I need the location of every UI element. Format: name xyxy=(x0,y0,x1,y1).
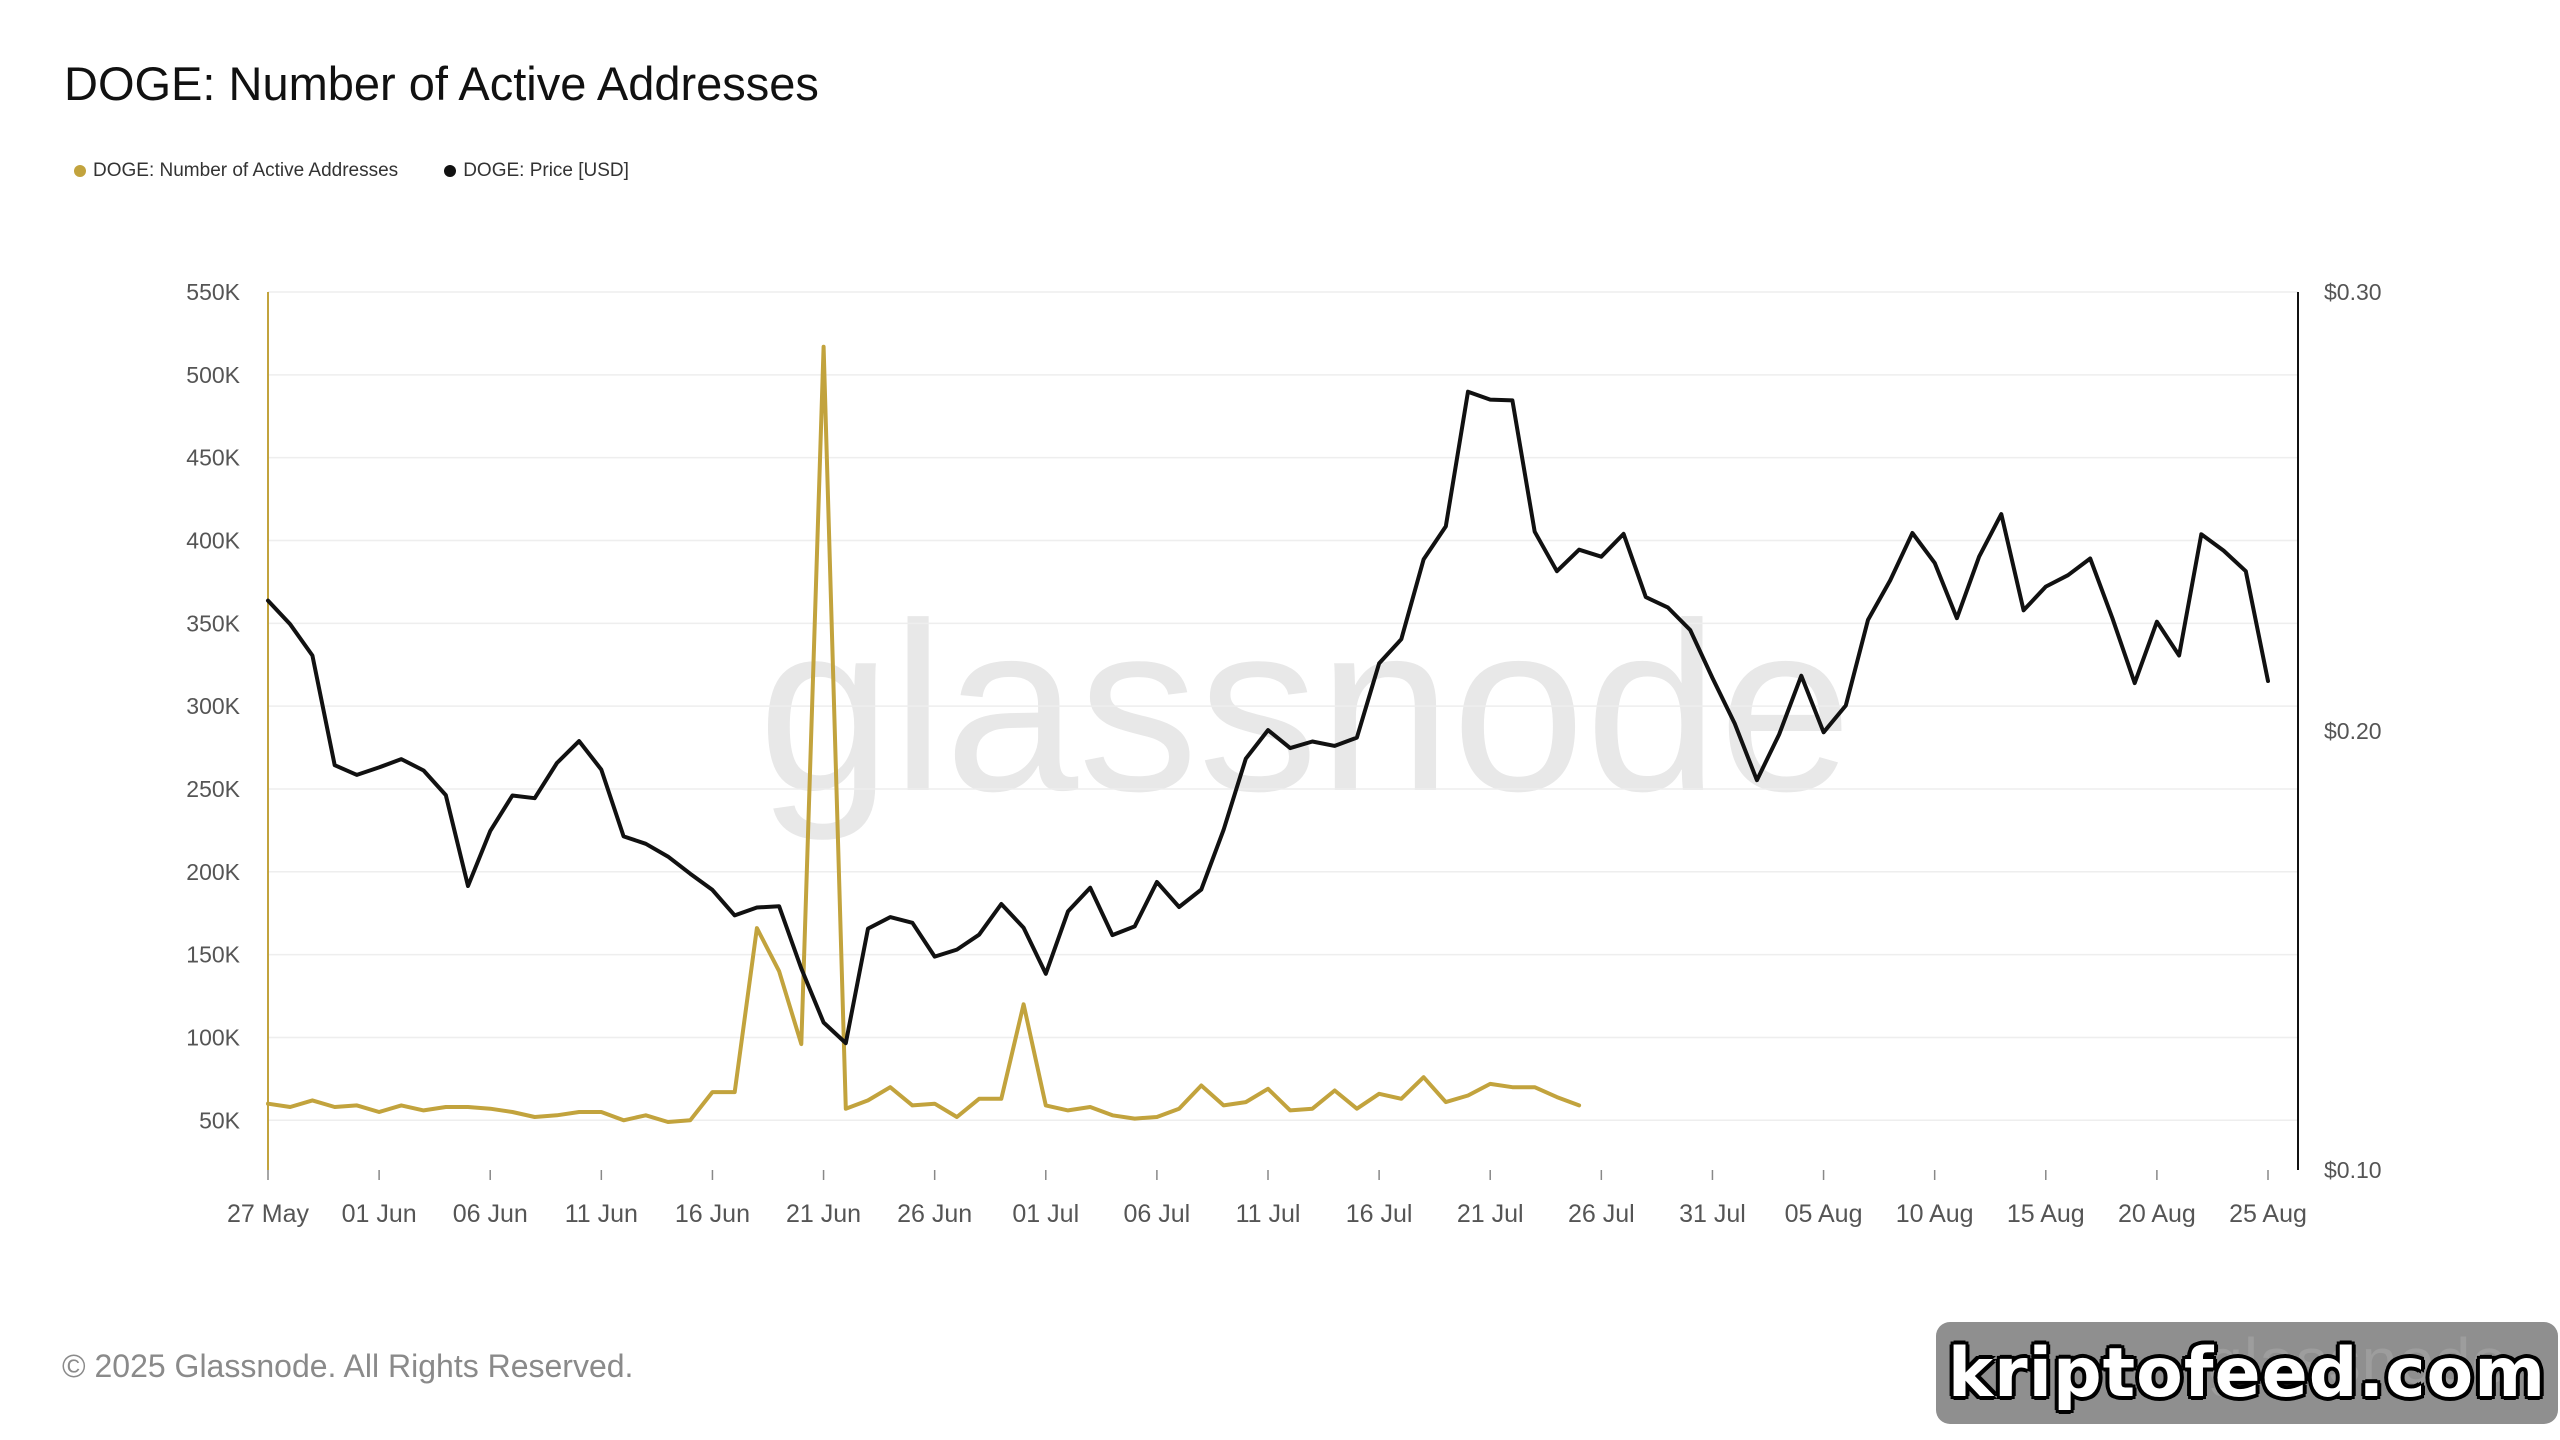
x-tick-label-0: 27 May xyxy=(227,1200,309,1228)
y-left-tick-50K: 50K xyxy=(199,1107,241,1133)
series-price-line xyxy=(266,389,2270,1046)
x-tick-label-4: 16 Jun xyxy=(675,1200,750,1228)
chart-legend: DOGE: Number of Active Addresses DOGE: P… xyxy=(74,160,629,182)
y-left-tick-550K: 550K xyxy=(186,279,240,305)
y-left-tick-450K: 450K xyxy=(186,445,240,471)
y-right-tick-0.30: $0.30 xyxy=(2324,279,2382,305)
y-right-tick-0.10: $0.10 xyxy=(2324,1157,2382,1183)
legend-swatch-price xyxy=(444,165,457,177)
series-layer xyxy=(266,344,2270,1124)
x-tick-label-14: 05 Aug xyxy=(1785,1200,1863,1228)
series-active-addresses-line xyxy=(266,344,1582,1124)
x-tick-label-16: 15 Aug xyxy=(2007,1200,2085,1228)
y-left-tick-350K: 350K xyxy=(186,610,240,636)
y-left-tick-200K: 200K xyxy=(186,859,240,885)
x-tick-label-9: 11 Jul xyxy=(1236,1200,1301,1228)
kriptofeed-badge: glassnode kriptofeed.com xyxy=(1936,1322,2558,1424)
x-tick-label-11: 21 Jul xyxy=(1457,1200,1524,1228)
x-tick-label-12: 26 Jul xyxy=(1568,1200,1635,1228)
x-tick-label-8: 06 Jul xyxy=(1124,1200,1191,1228)
legend-item-price[interactable]: DOGE: Price [USD] xyxy=(444,160,629,182)
x-tick-label-2: 06 Jun xyxy=(453,1200,528,1228)
grid-lines xyxy=(268,291,2298,1122)
y-left-tick-300K: 300K xyxy=(186,693,240,719)
legend-label-active-addresses: DOGE: Number of Active Addresses xyxy=(93,160,399,181)
background-watermark: glassnode xyxy=(758,573,1852,841)
x-tick-label-1: 01 Jun xyxy=(342,1200,417,1228)
x-tick-label-7: 01 Jul xyxy=(1012,1200,1079,1228)
legend-item-active-addresses[interactable]: DOGE: Number of Active Addresses xyxy=(74,160,398,182)
x-tick-label-3: 11 Jun xyxy=(565,1200,638,1228)
x-tick-label-10: 16 Jul xyxy=(1346,1200,1413,1228)
x-tick-label-15: 10 Aug xyxy=(1896,1200,1974,1228)
y-left-tick-150K: 150K xyxy=(186,942,240,968)
x-tick-label-18: 25 Aug xyxy=(2229,1200,2307,1228)
legend-label-price: DOGE: Price [USD] xyxy=(463,160,629,181)
x-tick-label-17: 20 Aug xyxy=(2118,1200,2196,1228)
axes: 550K 500K 450K 400K 350K 300K 250K 200K 150K 100K… xyxy=(186,279,2381,1228)
y-right-tick-0.20: $0.20 xyxy=(2324,718,2382,744)
y-left-tick-400K: 400K xyxy=(186,527,240,553)
legend-swatch-active-addresses xyxy=(74,165,86,177)
y-left-tick-250K: 250K xyxy=(186,776,240,802)
badge-ghost-text: glassnode xyxy=(2207,1325,2508,1397)
x-tick-label-5: 21 Jun xyxy=(786,1200,861,1228)
x-tick-label-13: 31 Jul xyxy=(1679,1200,1746,1228)
copyright-footer: © 2025 Glassnode. All Rights Reserved. xyxy=(62,1348,634,1384)
badge-text: kriptofeed.com xyxy=(1947,1333,2547,1413)
y-left-tick-100K: 100K xyxy=(186,1024,240,1050)
x-tick-label-6: 26 Jun xyxy=(897,1200,972,1228)
chart-title: DOGE: Number of Active Addresses xyxy=(64,57,819,110)
y-left-tick-500K: 500K xyxy=(186,362,240,388)
